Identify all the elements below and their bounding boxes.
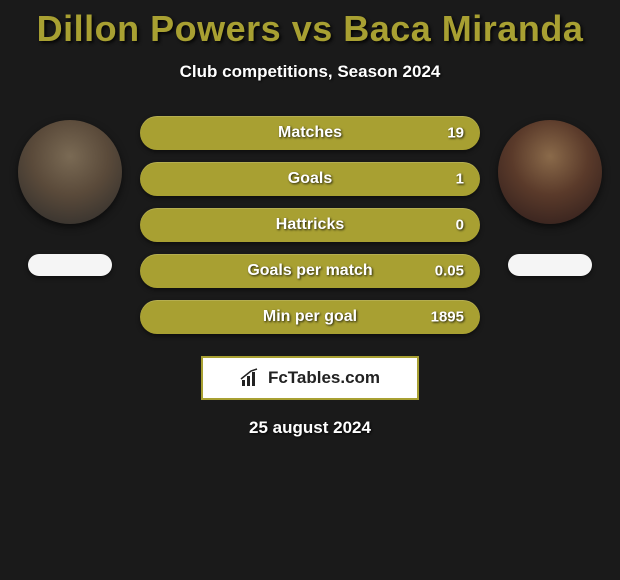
comparison-row: Matches 19 Goals 1 Hattricks 0 Goals per… bbox=[0, 120, 620, 334]
page-subtitle: Club competitions, Season 2024 bbox=[0, 62, 620, 82]
player-right-column bbox=[498, 120, 602, 276]
stat-label: Goals per match bbox=[247, 262, 372, 280]
stat-value-right: 1 bbox=[456, 171, 464, 188]
page-title: Dillon Powers vs Baca Miranda bbox=[0, 8, 620, 50]
barchart-icon bbox=[240, 368, 262, 388]
stat-label: Goals bbox=[288, 170, 332, 188]
player-left-avatar bbox=[18, 120, 122, 224]
stat-value-right: 0.05 bbox=[435, 263, 464, 280]
stat-value-right: 1895 bbox=[431, 309, 464, 326]
stats-column: Matches 19 Goals 1 Hattricks 0 Goals per… bbox=[140, 116, 480, 334]
stat-bar-min-per-goal: Min per goal 1895 bbox=[140, 300, 480, 334]
stat-value-right: 0 bbox=[456, 217, 464, 234]
stat-value-right: 19 bbox=[447, 125, 464, 142]
player-right-avatar bbox=[498, 120, 602, 224]
player-left-column bbox=[18, 120, 122, 276]
stat-bar-goals: Goals 1 bbox=[140, 162, 480, 196]
stat-bar-matches: Matches 19 bbox=[140, 116, 480, 150]
stat-label: Matches bbox=[278, 124, 342, 142]
stat-bar-hattricks: Hattricks 0 bbox=[140, 208, 480, 242]
stat-bar-goals-per-match: Goals per match 0.05 bbox=[140, 254, 480, 288]
brand-text: FcTables.com bbox=[268, 368, 380, 388]
stat-label: Hattricks bbox=[276, 216, 344, 234]
brand-badge: FcTables.com bbox=[201, 356, 419, 400]
stat-label: Min per goal bbox=[263, 308, 357, 326]
date-label: 25 august 2024 bbox=[0, 418, 620, 438]
player-right-flag bbox=[508, 254, 592, 276]
player-left-flag bbox=[28, 254, 112, 276]
